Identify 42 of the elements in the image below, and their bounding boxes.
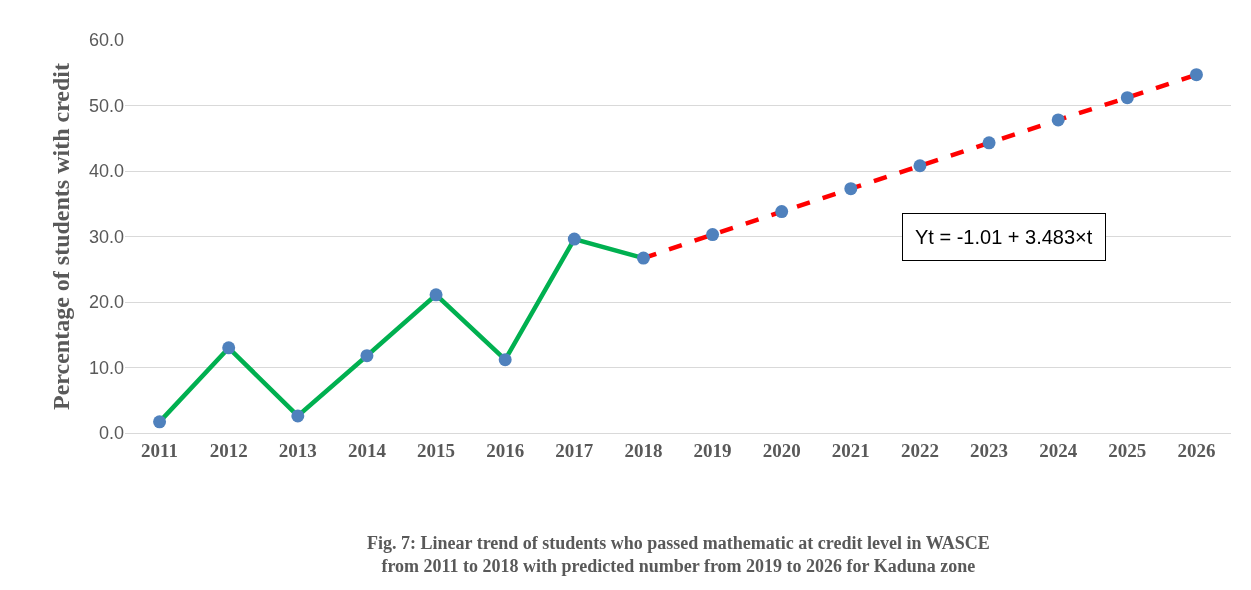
point: [636, 251, 650, 265]
point: [913, 159, 927, 173]
caption: Fig. 7: Linear trend of students who passed mathematic at credit level in WASCE from 2011 to 2018 with predicted number from 2019 to 2026 for Kaduna zone: [367, 533, 990, 577]
point: [429, 288, 443, 302]
y-tick-label: 10.0: [88, 357, 124, 378]
x-tick-label: 2014: [347, 439, 387, 461]
point: [498, 353, 512, 367]
x-tick-label: 2017: [555, 439, 594, 461]
x-tick-label: 2013: [278, 439, 317, 461]
x-tick-label: 2015: [417, 439, 456, 461]
point: [775, 205, 789, 219]
x-tick-label: 2024: [1039, 439, 1078, 461]
x-tick-label: 2018: [624, 439, 663, 461]
x-tick-label: 2023: [970, 439, 1009, 461]
x-tick-label: 2022: [900, 439, 939, 461]
point: [1051, 113, 1065, 127]
y-tick-label: 60.0: [88, 30, 124, 51]
point: [222, 341, 236, 355]
x-tick-label: 2019: [693, 439, 732, 461]
x-tick-label: 2025: [1108, 439, 1147, 461]
point: [1120, 91, 1134, 105]
x-tick-label: 2021: [831, 439, 870, 461]
point: [1189, 68, 1203, 82]
point: [291, 409, 305, 423]
x-tick-label: 2020: [762, 439, 801, 461]
point: [360, 349, 374, 363]
point: [567, 232, 581, 246]
point: [153, 415, 167, 429]
x-tick-label: 2011: [141, 439, 179, 461]
y-tick-label: 50.0: [88, 95, 124, 116]
x-tick-label: 2012: [209, 439, 248, 461]
y-tick-label: 30.0: [88, 226, 124, 247]
y-tick-label: 40.0: [88, 161, 124, 182]
x-tick-label: 2026: [1177, 439, 1216, 461]
point: [706, 228, 720, 242]
y-axis-title: Percentage of students with credit: [48, 62, 75, 411]
point: [982, 136, 996, 150]
y-tick-label: 0.0: [98, 423, 124, 444]
annotation: Yt = -1.01 + 3.483×t: [915, 226, 1093, 248]
x-tick-label: 2016: [486, 439, 525, 461]
point: [844, 182, 858, 196]
y-tick-label: 20.0: [88, 292, 124, 313]
